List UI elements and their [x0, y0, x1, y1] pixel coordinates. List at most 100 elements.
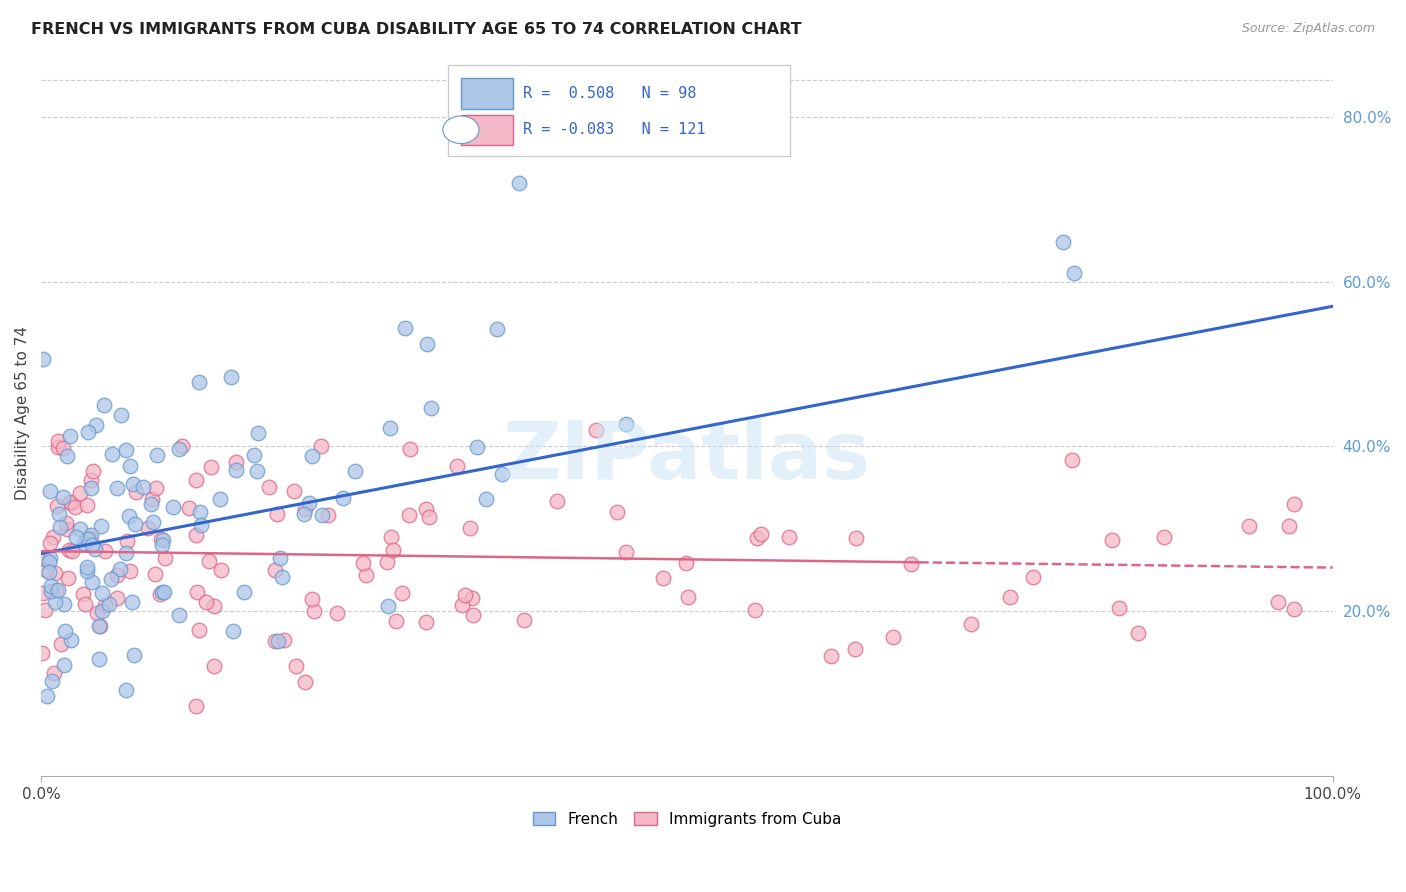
Point: [52, 490, 75, 504]
Point: [94, 598, 117, 612]
Point: [491, 467, 513, 482]
Point: [124, 648, 146, 663]
FancyBboxPatch shape: [461, 78, 513, 109]
Point: [225, 455, 247, 469]
Point: [152, 584, 174, 599]
Point: [34, 563, 56, 577]
Point: [94, 544, 117, 558]
Point: [652, 571, 675, 585]
Point: [53, 597, 76, 611]
Point: [301, 449, 323, 463]
Point: [77, 425, 100, 439]
Point: [204, 599, 226, 613]
Point: [38, 536, 60, 550]
Point: [1278, 519, 1301, 533]
Point: [384, 614, 406, 628]
Point: [39, 551, 62, 566]
Point: [309, 439, 332, 453]
Point: [46, 582, 69, 597]
Point: [80, 473, 103, 487]
Point: [84, 418, 107, 433]
Point: [86, 606, 108, 620]
Y-axis label: Disability Age 65 to 74: Disability Age 65 to 74: [15, 326, 30, 500]
Point: [60, 632, 83, 647]
Point: [225, 463, 247, 477]
Point: [352, 556, 374, 570]
Point: [79, 481, 101, 495]
Point: [105, 591, 128, 606]
Point: [121, 477, 143, 491]
Point: [200, 460, 222, 475]
FancyBboxPatch shape: [461, 114, 513, 145]
Point: [285, 659, 308, 673]
Point: [676, 591, 699, 605]
FancyBboxPatch shape: [449, 65, 790, 156]
Point: [56, 522, 79, 536]
Point: [38, 483, 60, 498]
Point: [1237, 518, 1260, 533]
Point: [83, 542, 105, 557]
Point: [145, 481, 167, 495]
Point: [46, 499, 69, 513]
Text: R = -0.083   N = 121: R = -0.083 N = 121: [523, 122, 706, 137]
Text: ZIPatlas: ZIPatlas: [503, 418, 872, 496]
Point: [31, 586, 53, 600]
Point: [69, 522, 91, 536]
Point: [744, 603, 766, 617]
Point: [152, 533, 174, 548]
Point: [124, 516, 146, 531]
Point: [398, 442, 420, 456]
Point: [356, 568, 378, 582]
Point: [311, 508, 333, 523]
Point: [48, 507, 70, 521]
Point: [1282, 602, 1305, 616]
Point: [31, 646, 53, 660]
Point: [202, 659, 225, 673]
Point: [208, 491, 231, 506]
Point: [292, 507, 315, 521]
Point: [1267, 594, 1289, 608]
Point: [377, 599, 399, 613]
Point: [318, 508, 340, 522]
Point: [749, 526, 772, 541]
Point: [845, 531, 868, 545]
Point: [450, 599, 472, 613]
Point: [382, 543, 405, 558]
Point: [167, 442, 190, 456]
Point: [38, 565, 60, 579]
Point: [82, 464, 104, 478]
Point: [900, 557, 922, 571]
Point: [378, 420, 401, 434]
Point: [273, 633, 295, 648]
Point: [76, 533, 98, 547]
Point: [1108, 601, 1130, 615]
Point: [461, 608, 484, 623]
Point: [55, 449, 77, 463]
Point: [65, 500, 87, 514]
Point: [294, 501, 316, 516]
Point: [263, 634, 285, 648]
Point: [190, 505, 212, 519]
Point: [1022, 570, 1045, 584]
Point: [243, 448, 266, 462]
Text: R =  0.508   N = 98: R = 0.508 N = 98: [523, 86, 696, 101]
Point: [105, 568, 128, 582]
Point: [82, 575, 104, 590]
Point: [97, 597, 120, 611]
Point: [150, 532, 173, 546]
Point: [55, 516, 77, 530]
Point: [508, 176, 530, 190]
Point: [325, 606, 347, 620]
Point: [170, 439, 193, 453]
Text: Source: ZipAtlas.com: Source: ZipAtlas.com: [1241, 22, 1375, 36]
Point: [34, 603, 56, 617]
Point: [184, 699, 207, 714]
Point: [41, 530, 63, 544]
Point: [76, 559, 98, 574]
Point: [177, 501, 200, 516]
Point: [416, 337, 439, 351]
Point: [585, 423, 607, 437]
Point: [332, 491, 354, 505]
Point: [41, 583, 63, 598]
Point: [91, 604, 114, 618]
